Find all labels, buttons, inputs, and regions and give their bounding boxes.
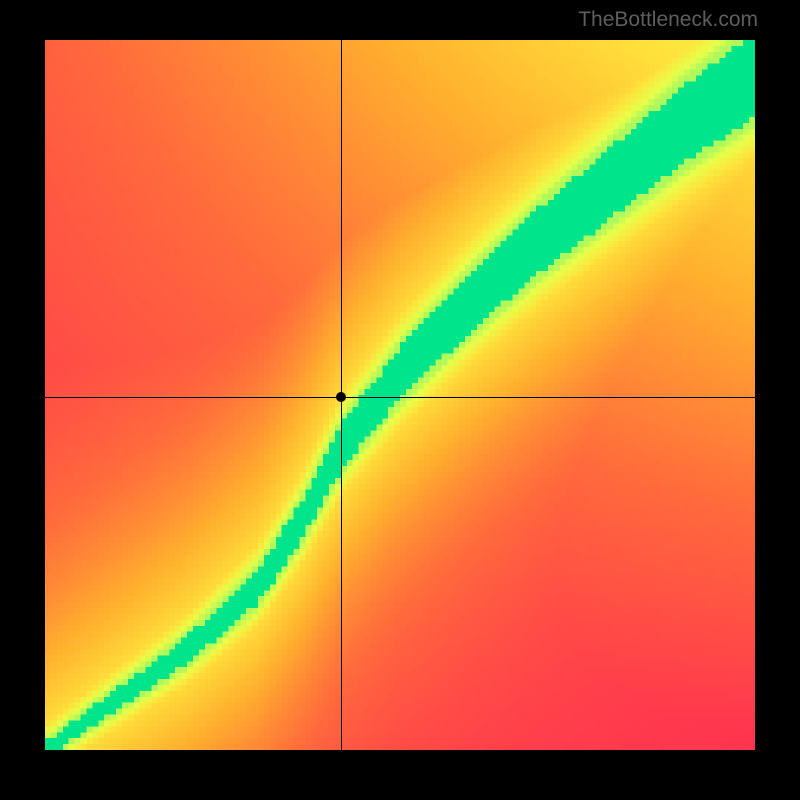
watermark-text: TheBottleneck.com — [578, 8, 758, 32]
heatmap-plot — [45, 40, 755, 750]
crosshair-horizontal — [45, 397, 755, 398]
crosshair-marker — [336, 392, 346, 402]
heatmap-canvas — [45, 40, 755, 750]
